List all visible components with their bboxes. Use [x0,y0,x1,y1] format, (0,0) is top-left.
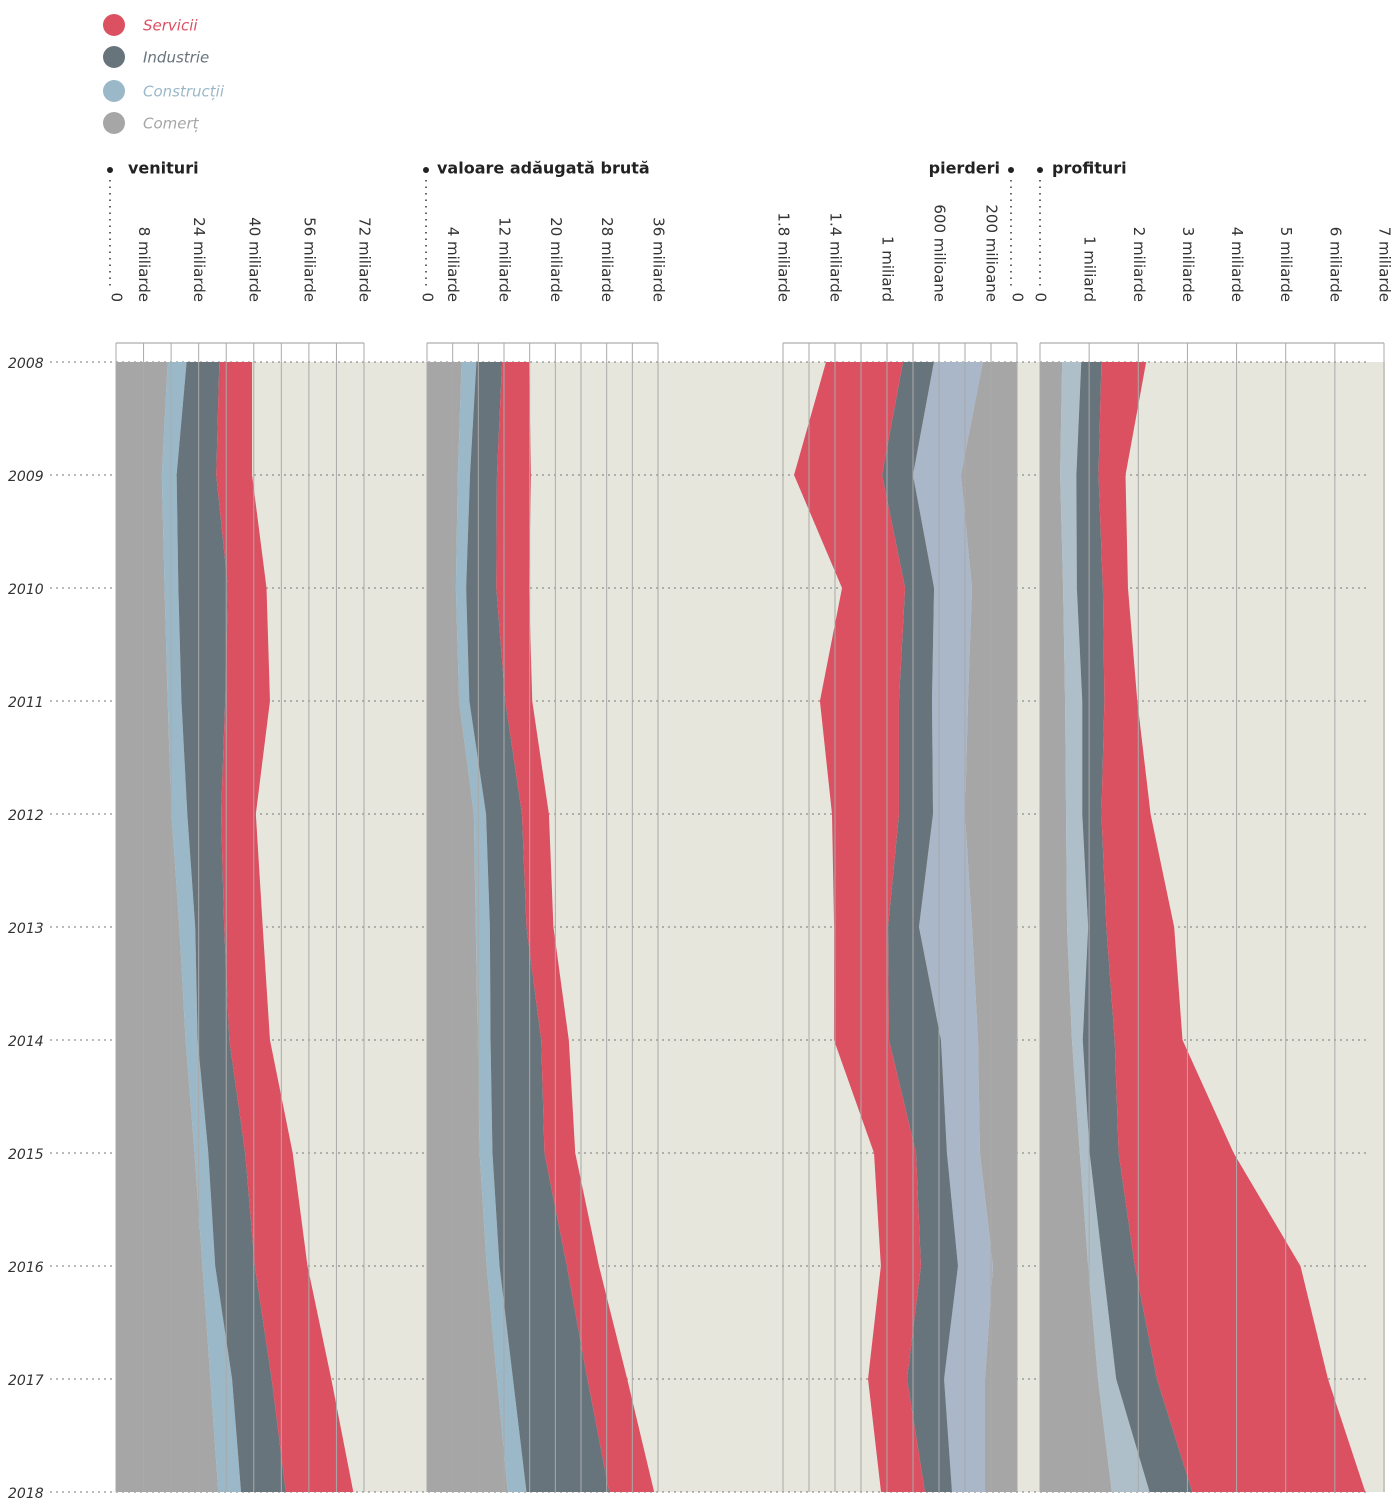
area [1040,362,1112,1492]
x-tick-label: 0 [1032,292,1050,302]
area [794,362,925,1492]
legend-label: Servicii [143,17,198,35]
panel-title: pierderi [929,159,1000,178]
x-tick-label: 24 miliarde [190,217,208,302]
x-tick-label: 12 miliarde [496,217,514,302]
legend-label: Construcții [143,83,225,101]
x-tick-label: 40 miliarde [245,217,263,302]
area [1098,362,1366,1492]
x-tick-label: 5 miliarde [1277,227,1295,302]
area [466,362,610,1492]
x-tick-label: 4 miliarde [1228,227,1246,302]
year-label: 2016 [8,1260,44,1276]
x-tick-label: 36 miliarde [650,217,668,302]
x-tick-label: 1.4 miliarde [827,212,845,302]
x-tick-label: 1.8 miliarde [775,212,793,302]
title-dot [423,167,429,173]
x-tick-label: 200 milioane [983,204,1001,302]
title-dot [1037,167,1043,173]
x-tick-label: 4 miliarde [444,227,462,302]
legend-dot [103,46,125,68]
year-label: 2008 [8,356,44,372]
panel-title: profituri [1052,159,1127,178]
panel-title: valoare adăugată brută [437,159,650,178]
x-tick-label: 0 [419,292,437,302]
panel: 0 4 miliarde 12 miliarde 20 miliarde 28 mili… [419,159,668,1492]
year-label: 2017 [8,1373,44,1389]
x-tick-label: 1 miliard [1081,236,1099,302]
year-label: 2011 [8,695,44,711]
year-label: 2014 [8,1034,44,1050]
x-tick-label: 7 miliarde [1376,227,1392,302]
year-label: 2012 [8,808,44,824]
year-label: 2013 [8,921,44,937]
area [116,362,219,1492]
area [455,362,527,1492]
x-tick-label: 0 [1009,292,1027,302]
x-tick-label: 72 miliarde [356,217,374,302]
title-dot [1008,167,1014,173]
legend-label: Comerț [143,115,200,133]
x-tick-label: 600 milioane [931,204,949,302]
legend-dot [103,112,125,134]
x-tick-label: 6 miliarde [1326,227,1344,302]
x-tick-label: 56 miliarde [300,217,318,302]
panel: 1.8 miliarde 1.4 miliarde 1 miliard 600 mil… [775,159,1027,1492]
area [161,362,242,1492]
x-tick-label: 2 miliarde [1130,227,1148,302]
area [1076,362,1193,1492]
area [216,362,354,1492]
x-tick-label: 0 [108,292,126,302]
year-label: 2018 [8,1486,44,1501]
year-label: 2015 [8,1147,44,1163]
area [496,362,655,1492]
legend-label: Industrie [143,49,209,67]
legend-dot [103,80,125,102]
title-dot [107,167,113,173]
area [1060,362,1150,1492]
panel: 0 8 miliarde 24 miliarde 40 miliarde 56 mili… [107,159,374,1492]
area [427,362,508,1492]
x-tick-label: 8 miliarde [135,227,153,302]
area [176,362,286,1492]
panel: 0 1 miliard 2 miliarde 3 miliarde 4 miliarde… [1032,159,1392,1492]
legend-dot [103,14,125,36]
year-label: 2010 [8,582,44,598]
x-tick-label: 3 miliarde [1179,227,1197,302]
year-label: 2009 [8,469,44,485]
x-tick-label: 20 miliarde [547,217,565,302]
area [960,362,1017,1492]
x-tick-label: 28 miliarde [598,217,616,302]
x-tick-label: 1 miliard [879,236,897,302]
area [913,362,993,1492]
panel-title: venituri [128,159,199,178]
